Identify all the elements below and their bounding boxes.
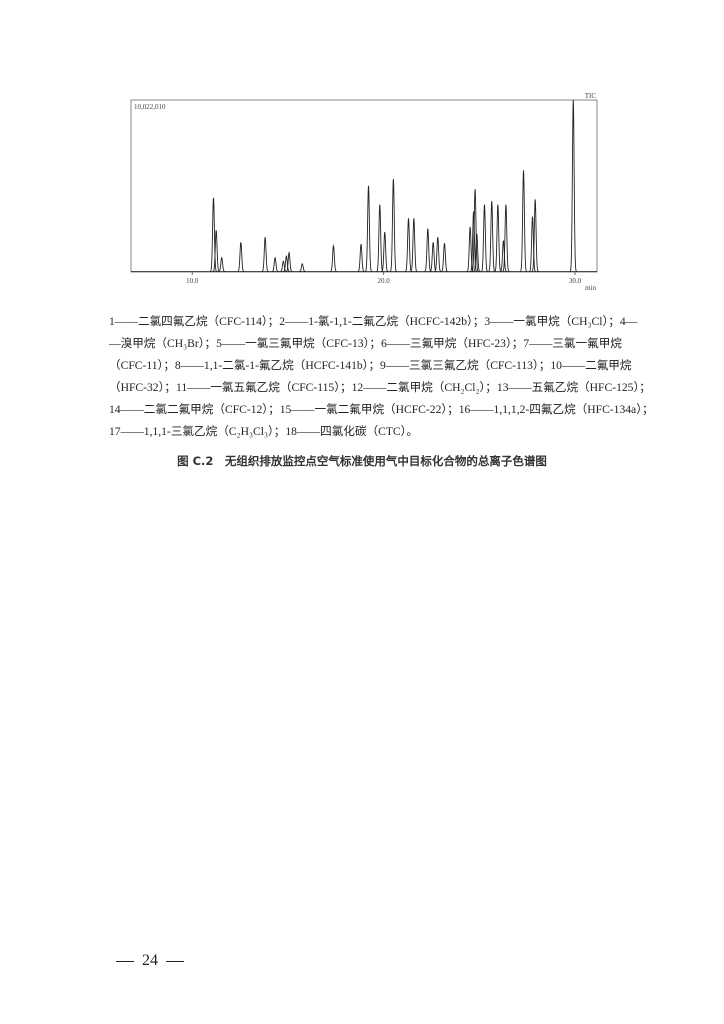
compound-legend: 1——二氯四氟乙烷（CFC-114）；2——1-氯-1,1-二氟乙烷（HCFC-… bbox=[109, 311, 654, 443]
legend-line: 1——二氯四氟乙烷（CFC-114）；2——1-氯-1,1-二氟乙烷（HCFC-… bbox=[109, 315, 638, 328]
chromatogram-peak bbox=[499, 240, 507, 272]
chromatogram-peak bbox=[502, 204, 510, 272]
chromatogram-peak bbox=[218, 256, 226, 272]
figure-caption: 图 C.2 无组织排放监控点空气标准使用气中目标化合物的总离子色谱图 bbox=[177, 454, 547, 468]
chromatogram-peak bbox=[569, 99, 577, 272]
chromatogram-peak bbox=[424, 228, 432, 272]
x-tick-label: 10.0 bbox=[186, 277, 199, 285]
x-tick-label: 20.0 bbox=[377, 277, 390, 285]
plot-frame bbox=[130, 99, 598, 273]
chromatogram-peak bbox=[261, 237, 269, 272]
chromatogram-peak bbox=[364, 185, 373, 272]
chromatogram-peak bbox=[282, 254, 290, 272]
page-number: 24 bbox=[108, 952, 192, 970]
x-tick-label: 30.0 bbox=[569, 277, 582, 285]
chromatogram-peak bbox=[285, 251, 293, 272]
chromatogram-peak bbox=[389, 178, 397, 272]
chromatogram-peak bbox=[531, 199, 539, 272]
chromatogram-peak bbox=[488, 201, 496, 272]
chromatogram-peak bbox=[519, 170, 528, 272]
chromatogram-chart: 10,022,010 TIC min 10.0 20.0 30.0 bbox=[130, 92, 598, 292]
legend-line: （CFC-11）；8——1,1-二氯-1-氟乙烷（HCFC-141b）；9——三… bbox=[109, 359, 632, 372]
chromatogram-peak bbox=[528, 216, 537, 272]
chromatogram-peak bbox=[434, 237, 442, 272]
chromatogram-peak bbox=[298, 263, 306, 272]
chromatogram-peak bbox=[410, 218, 418, 272]
x-axis-unit: min bbox=[585, 284, 596, 292]
chromatogram-peak bbox=[480, 204, 489, 272]
chromatogram-peak bbox=[212, 230, 220, 272]
legend-line: 14——二氯二氟甲烷（CFC-12）；15——一氯二氟甲烷（HCFC-22）；1… bbox=[109, 403, 654, 416]
chromatogram-peak bbox=[381, 231, 389, 272]
chromatogram-peak bbox=[473, 233, 481, 272]
chromatogram-peak bbox=[470, 211, 478, 272]
legend-line: —溴甲烷（CH₃Br）；5——一氯三氟甲烷（CFC-13）；6——三氟甲烷（HF… bbox=[109, 337, 622, 350]
chromatogram-peak bbox=[271, 256, 279, 272]
chromatogram-peak bbox=[494, 204, 502, 272]
page-number-text: 24 bbox=[142, 952, 158, 969]
chromatogram-peak bbox=[209, 197, 218, 272]
chromatogram-peak bbox=[471, 189, 479, 272]
legend-line: （HFC-32）；11——一氯五氟乙烷（CFC-115）；12——二氯甲烷（CH… bbox=[109, 381, 651, 394]
tic-label: TIC bbox=[585, 92, 597, 100]
chromatogram-peak bbox=[376, 204, 384, 272]
chromatogram-peak bbox=[237, 242, 245, 272]
chromatogram-peak bbox=[330, 244, 337, 272]
chromatogram-peak bbox=[440, 243, 448, 272]
chromatogram-peak bbox=[404, 218, 413, 272]
chromatogram-peak bbox=[357, 243, 365, 272]
max-intensity-label: 10,022,010 bbox=[134, 103, 166, 111]
legend-line: 17——1,1,1-三氯乙烷（C₂H₃Cl₃）；18——四氯化碳（CTC）。 bbox=[109, 425, 419, 438]
